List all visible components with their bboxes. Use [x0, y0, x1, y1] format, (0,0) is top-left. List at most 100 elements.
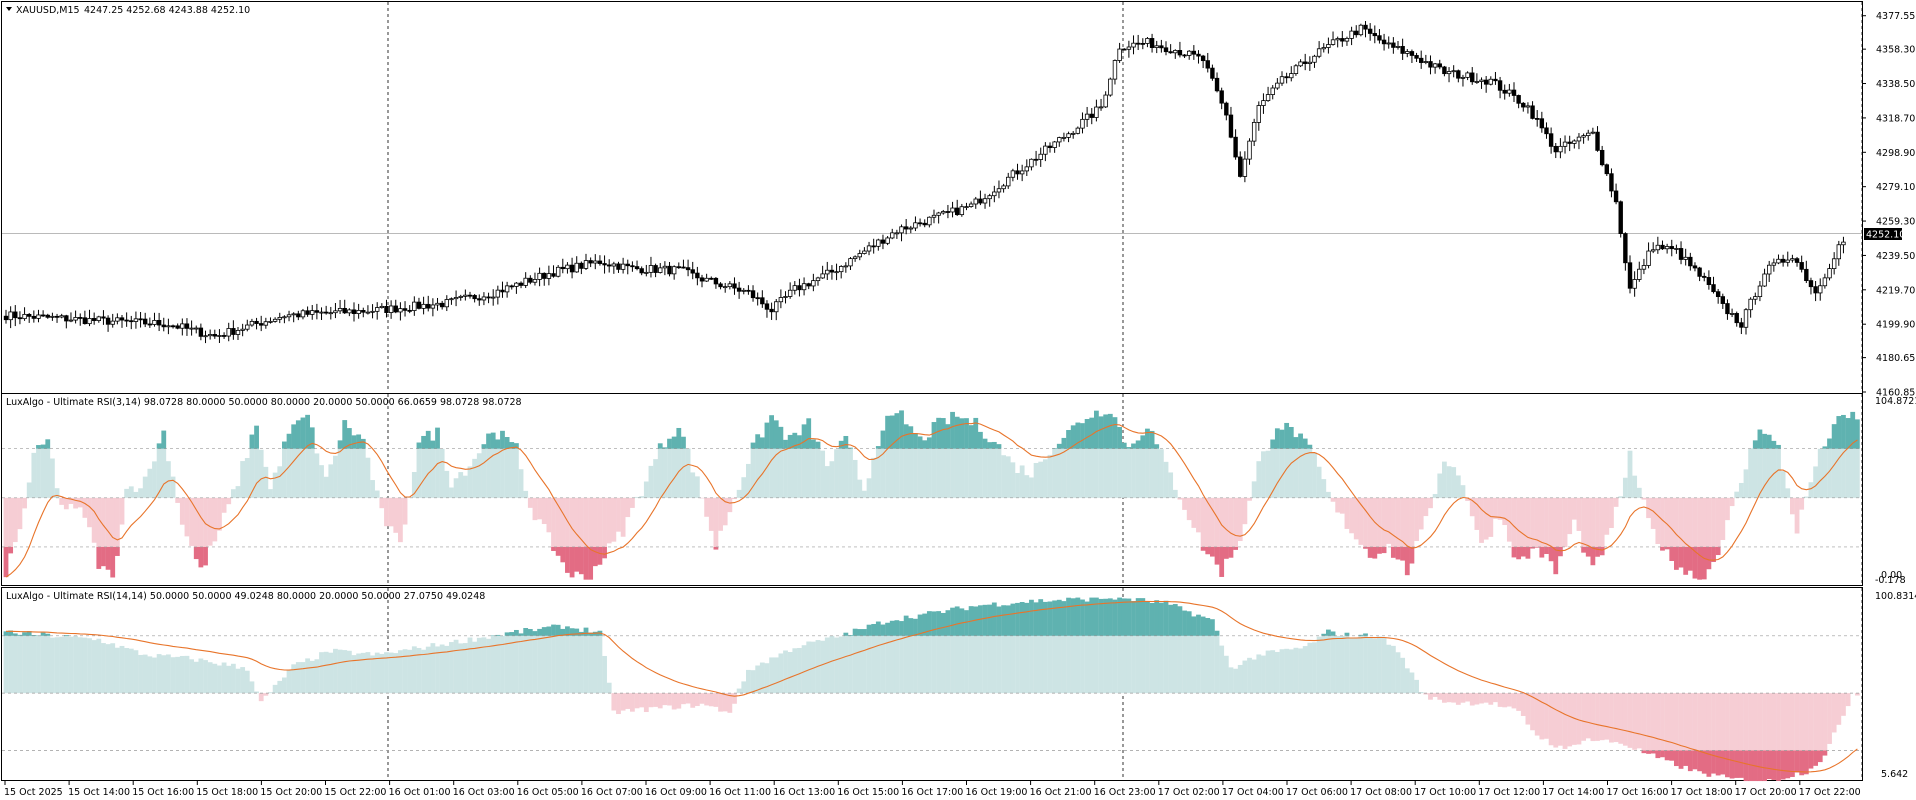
rsi-area-bull — [342, 448, 348, 498]
rsi-fast-pane[interactable] — [2, 410, 1862, 580]
candle-body — [31, 315, 37, 319]
candle-body — [709, 277, 714, 280]
rsi-area-bull — [1265, 650, 1271, 694]
candle-body — [987, 195, 992, 200]
candle-body — [1502, 89, 1507, 94]
rsi-area-bear — [1725, 693, 1730, 751]
time-tick-label: 16 Oct 07:00 — [581, 787, 643, 798]
rsi-area-bull — [653, 459, 658, 498]
rsi-area-bull — [991, 448, 997, 498]
candle-body — [546, 273, 552, 279]
rsi-area-bull — [1432, 494, 1438, 498]
rsi-area-bear — [1604, 693, 1610, 740]
rsi-area-overbought — [1154, 600, 1160, 636]
candle-body — [713, 277, 719, 285]
rsi-area-bear — [1219, 497, 1225, 547]
rsi-area-bear — [1186, 497, 1192, 521]
price-tick-label: 4259.30 — [1876, 217, 1915, 228]
rsi-area-bull — [184, 655, 190, 694]
rsi-area-overbought — [583, 627, 589, 636]
rsi-area-bull — [337, 448, 343, 498]
rsi-area-oversold — [560, 546, 566, 563]
time-tick-label: 15 Oct 20:00 — [260, 787, 322, 798]
rsi-area-bear — [1469, 693, 1475, 706]
rsi-area-bull — [1103, 448, 1109, 498]
time-tick-label: 16 Oct 21:00 — [1030, 787, 1092, 798]
rsi-area-bull — [931, 448, 937, 498]
rsi-slow-pane[interactable] — [2, 597, 1862, 782]
rsi-area-bear — [1497, 497, 1503, 520]
rsi-area-bear — [1553, 497, 1559, 547]
candle-body — [142, 318, 148, 325]
rsi-area-bull — [286, 670, 292, 694]
candle-body — [184, 323, 190, 329]
candle-body — [1094, 106, 1099, 118]
rsi-area-bull — [365, 457, 371, 498]
rsi-area-overbought — [1168, 604, 1174, 636]
rsi-area-bear — [1432, 693, 1438, 697]
rsi-area-bear — [1242, 497, 1248, 525]
rsi-area-overbought — [1344, 632, 1350, 636]
collapse-triangle-icon[interactable] — [6, 7, 12, 11]
rsi-area-bear — [1520, 693, 1526, 716]
candle-body — [1771, 262, 1777, 266]
rsi-area-bull — [1270, 448, 1276, 498]
rsi-area-bear — [1674, 497, 1679, 547]
price-pane[interactable] — [2, 2, 1863, 780]
rsi-area-bull — [360, 448, 366, 498]
rsi-area-bull — [356, 653, 362, 694]
rsi-area-bull — [1075, 635, 1081, 694]
rsi-area-bull — [230, 663, 236, 694]
candle-body — [857, 253, 862, 258]
rsi-area-overbought — [12, 633, 18, 636]
rsi-area-bear — [1479, 693, 1484, 704]
rsi-area-bear — [1571, 497, 1577, 520]
candle-body — [115, 317, 120, 322]
rsi-area-overbought — [1326, 629, 1331, 636]
candle-body — [277, 316, 282, 320]
rsi-area-bull — [17, 635, 23, 694]
rsi-area-bull — [1024, 475, 1030, 498]
rsi-area-bull — [1038, 461, 1044, 498]
rsi-area-overbought — [991, 602, 997, 636]
rsi-area-bull — [295, 448, 301, 498]
rsi-area-overbought — [1103, 414, 1109, 449]
rsi-area-bear — [1418, 497, 1424, 530]
candle-body — [1238, 156, 1243, 177]
candle-body — [305, 310, 310, 315]
rsi-area-bull — [806, 448, 812, 498]
rsi-area-bull — [899, 448, 904, 498]
rsi-area-bear — [694, 693, 700, 706]
rsi-area-overbought — [286, 433, 292, 449]
rsi-area-bull — [1302, 448, 1308, 498]
rsi-area-overbought — [1279, 429, 1285, 449]
rsi-area-bull — [1321, 479, 1327, 498]
rsi-area-bear — [574, 497, 580, 547]
rsi-area-oversold — [1734, 750, 1740, 778]
candle-body — [129, 320, 134, 323]
rsi-area-bull — [671, 448, 677, 498]
candle-body — [704, 277, 709, 282]
candle-body — [1377, 35, 1382, 41]
rsi-area-overbought — [1098, 598, 1104, 636]
rsi-area-overbought — [1131, 443, 1136, 449]
candle-body — [217, 335, 222, 337]
rsi-area-bull — [1135, 635, 1141, 694]
candle-body — [1071, 132, 1076, 135]
rsi-area-overbought — [1029, 599, 1034, 636]
rsi-area-bull — [1785, 488, 1791, 498]
rsi-area-overbought — [880, 430, 886, 449]
price-tick-label: 4358.30 — [1876, 45, 1915, 56]
rsi-area-bull — [1061, 635, 1067, 694]
rsi-area-bull — [773, 657, 779, 694]
rsi-area-bear — [1423, 497, 1429, 517]
rsi1-pane-frame — [1, 393, 1863, 586]
rsi-area-bull — [885, 635, 890, 694]
time-tick-label: 17 Oct 16:00 — [1607, 787, 1669, 798]
rsi-area-bull — [931, 635, 937, 694]
candle-body — [1052, 141, 1057, 148]
rsi-area-bull — [1010, 635, 1016, 694]
rsi-area-bear — [1497, 693, 1503, 707]
rsi-area-bull — [458, 472, 464, 498]
